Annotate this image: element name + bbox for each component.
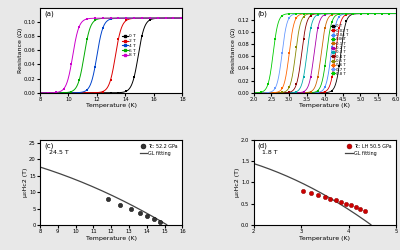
Legend: 0 T, 0.02 T, 0.04 T, 0.06T, 0.1 T, 0.2 T, 0.3 T, 0.4 T, 0.5 T, 0.6 T, 0.7 T, 0.8: 0 T, 0.02 T, 0.04 T, 0.06T, 0.1 T, 0.2 T… [330, 23, 350, 78]
Point [151, 217, 157, 221]
Legend: Tc: LH 50.5 GPa, GL fitting: Tc: LH 50.5 GPa, GL fitting [343, 142, 394, 158]
Y-axis label: Resistance (Ω): Resistance (Ω) [231, 28, 236, 73]
Point [357, 207, 364, 211]
Point [322, 195, 328, 199]
Point [136, 210, 143, 214]
X-axis label: Temperature (K): Temperature (K) [86, 236, 137, 240]
Text: 24.5 T: 24.5 T [48, 150, 68, 155]
X-axis label: Temperature (K): Temperature (K) [86, 103, 137, 108]
Point [300, 189, 307, 193]
Legend: Tc: 52.2 GPa, GL fitting: Tc: 52.2 GPa, GL fitting [138, 142, 180, 158]
Point [144, 214, 150, 218]
Text: (b): (b) [258, 10, 268, 16]
Legend: 0 T, 2 T, 4 T, 6 T, 8 T: 0 T, 2 T, 4 T, 6 T, 8 T [120, 32, 138, 59]
Point [338, 200, 345, 204]
Y-axis label: Resistance (Ω): Resistance (Ω) [18, 28, 23, 73]
X-axis label: Temperature (K): Temperature (K) [299, 236, 350, 240]
Point [314, 193, 321, 197]
Point [362, 208, 368, 212]
Point [307, 191, 314, 195]
Point [352, 205, 359, 209]
Text: 1.8 T: 1.8 T [262, 150, 278, 155]
Point [348, 204, 354, 208]
Point [343, 202, 349, 206]
Point [333, 198, 339, 202]
Point [128, 206, 134, 210]
Text: (c): (c) [44, 142, 54, 149]
X-axis label: Temperature (K): Temperature (K) [299, 103, 350, 108]
Point [117, 203, 123, 207]
Point [157, 220, 163, 224]
Text: (a): (a) [44, 10, 54, 16]
Point [104, 197, 111, 201]
Point [327, 196, 334, 200]
Text: (d): (d) [258, 142, 268, 149]
Y-axis label: μ₀Hc2 (T): μ₀Hc2 (T) [235, 168, 240, 197]
Y-axis label: μ₀Hc2 (T): μ₀Hc2 (T) [23, 168, 28, 197]
